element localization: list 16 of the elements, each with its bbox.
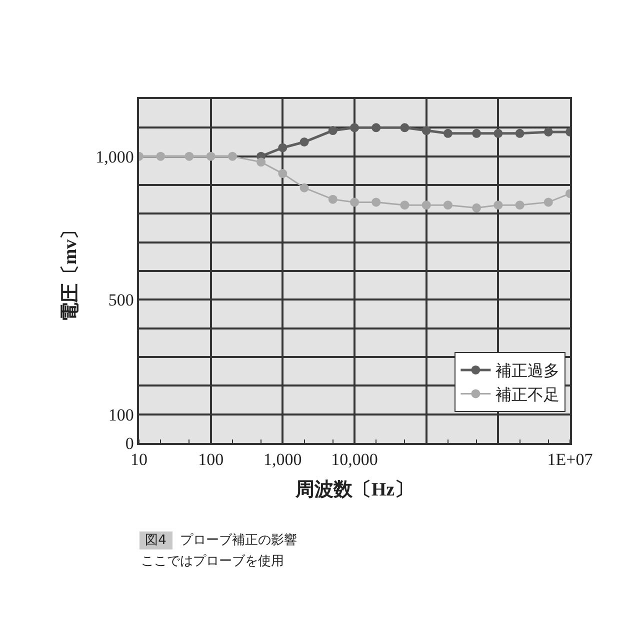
x-tick-label: 1E+07	[547, 450, 594, 470]
legend-label: 補正過多	[496, 362, 560, 380]
y-axis-title: 電圧〔mv〕	[60, 220, 81, 322]
x-tick-label: 10	[130, 450, 148, 470]
x-tick-label: 100	[198, 450, 224, 470]
y-tick-label: 0	[125, 434, 134, 453]
x-tick-label: 1,000	[264, 450, 302, 470]
caption: 図4	[141, 533, 171, 548]
y-tick-label: 100	[108, 405, 134, 424]
y-tick-label: 500	[108, 290, 134, 310]
text: プローブ補正の影響	[180, 533, 297, 548]
text: ここではプローブを使用	[141, 554, 284, 569]
x-tick-label: 10,000	[331, 450, 378, 470]
legend-label: 補正不足	[496, 386, 560, 404]
y-tick-label: 1,000	[96, 147, 134, 166]
x-axis-title: 周波数〔Hz〕	[294, 478, 414, 500]
